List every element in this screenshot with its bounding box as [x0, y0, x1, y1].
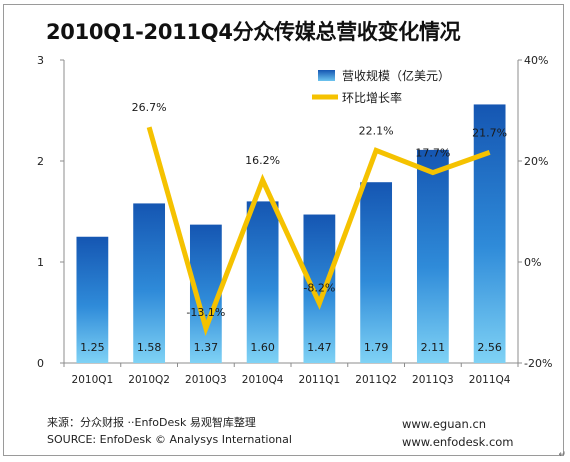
x-tick-label: 2011Q3: [412, 374, 454, 386]
x-tick-label: 2010Q1: [72, 374, 114, 386]
growth-rate-label: 21.7%: [472, 126, 507, 139]
y-right-tick-label: 40%: [524, 54, 548, 67]
x-tick-label: 2010Q4: [242, 374, 284, 386]
chart-title: 2010Q1-2011Q4分众传媒总营收变化情况: [46, 20, 461, 44]
y-right-tick-label: -20%: [524, 357, 552, 370]
y-left-tick-label: 1: [37, 256, 44, 269]
x-tick-label: 2010Q2: [128, 374, 170, 386]
bar-value-label: 1.58: [137, 341, 162, 354]
y-left-tick-label: 2: [37, 155, 44, 168]
source-note-en: SOURCE: EnfoDesk © Analysys Internationa…: [47, 433, 292, 446]
growth-rate-label: -13.1%: [186, 306, 225, 319]
growth-rate-label: 16.2%: [245, 154, 280, 167]
growth-line: [146, 126, 491, 337]
legend-bar-swatch: [318, 70, 335, 81]
bar-value-label: 2.56: [477, 341, 502, 354]
x-tick-label: 2011Q2: [355, 374, 397, 386]
y-left-tick-label: 0: [37, 357, 44, 370]
bar-value-label: 1.25: [80, 341, 105, 354]
bar: [416, 149, 449, 363]
bar-value-label: 1.37: [194, 341, 219, 354]
growth-rate-label: 22.1%: [359, 124, 394, 137]
bar-value-label: 1.60: [250, 341, 275, 354]
bar-value-label: 2.11: [421, 341, 446, 354]
bar: [360, 182, 393, 363]
site-link-eguan[interactable]: www.eguan.cn: [402, 417, 487, 431]
legend-bar-label: 营收规模（亿美元）: [342, 68, 450, 83]
bar: [133, 203, 166, 363]
x-tick-label: 2011Q1: [299, 374, 341, 386]
growth-rate-label: -8.2%: [303, 281, 335, 294]
bar: [76, 236, 109, 363]
growth-rate-label: 26.7%: [132, 101, 167, 114]
x-tick-label: 2011Q4: [469, 374, 511, 386]
growth-rate-label: 17.7%: [415, 147, 450, 160]
source-note-cn: 来源：分众财报 ··EnfoDesk 易观智库整理: [47, 416, 256, 429]
bar: [473, 104, 506, 363]
site-link-enfodesk[interactable]: www.enfodesk.com: [402, 435, 514, 449]
bar-value-label: 1.47: [307, 341, 332, 354]
bar: [246, 201, 279, 363]
x-tick-label: 2010Q3: [185, 374, 227, 386]
legend-line-label: 环比增长率: [342, 90, 402, 105]
paragraph-mark: ↵: [558, 450, 566, 460]
bar: [303, 214, 336, 363]
y-right-tick-label: 0%: [524, 256, 541, 269]
bar-value-label: 1.79: [364, 341, 389, 354]
y-right-tick-label: 20%: [524, 155, 548, 168]
y-left-tick-label: 3: [37, 54, 44, 67]
